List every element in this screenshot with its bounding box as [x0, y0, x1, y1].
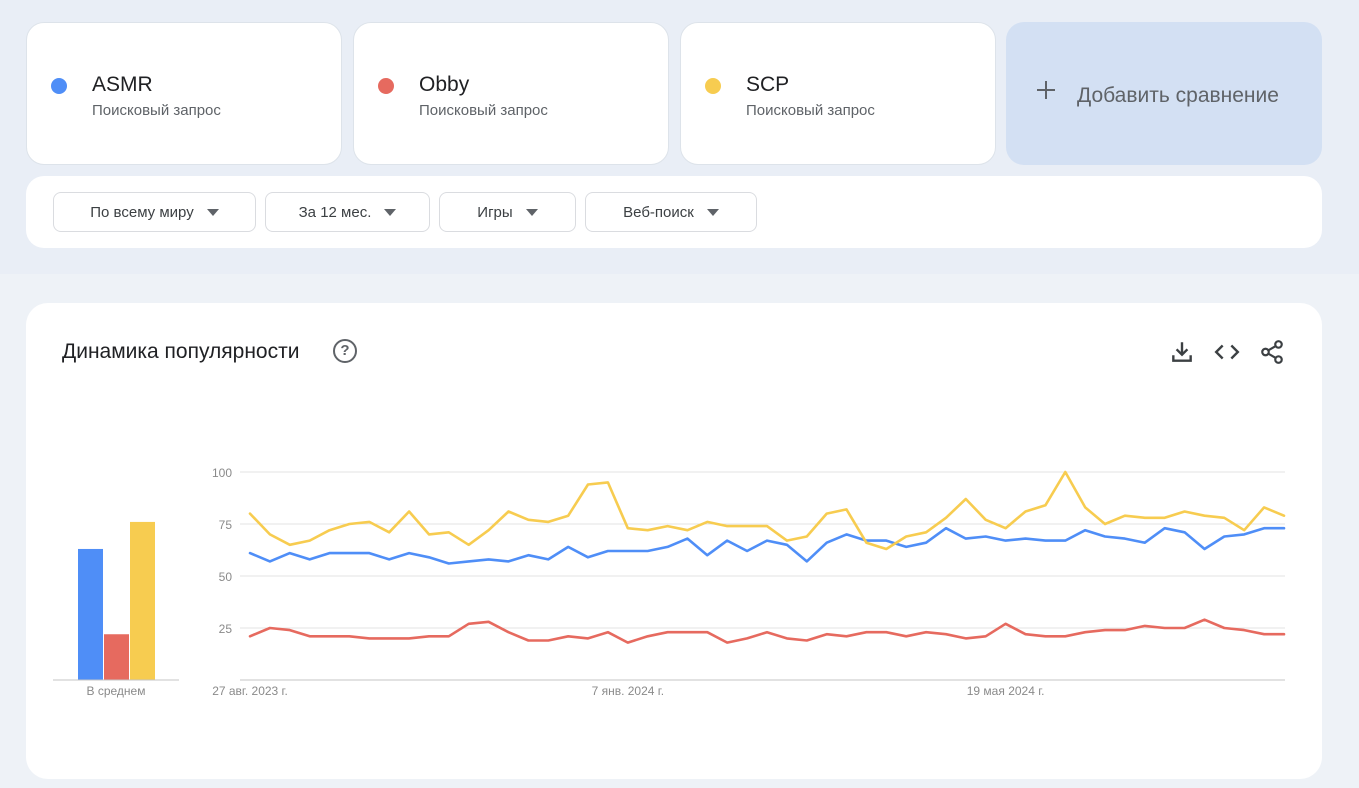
- series-line-asmr[interactable]: [248, 526, 1286, 565]
- y-tick-label: 100: [212, 466, 232, 480]
- x-tick-label: 27 авг. 2023 г.: [212, 684, 288, 698]
- average-bar-obby[interactable]: [104, 634, 129, 680]
- series-line-scp[interactable]: [248, 470, 1286, 551]
- download-icon[interactable]: [1169, 339, 1195, 365]
- filter-search-type-dropdown[interactable]: Веб-поиск: [585, 192, 757, 232]
- embed-code-icon[interactable]: [1214, 339, 1240, 365]
- share-icon[interactable]: [1259, 339, 1285, 365]
- average-label: В среднем: [87, 684, 146, 698]
- filter-label: Веб-поиск: [623, 203, 694, 221]
- filter-region-dropdown[interactable]: По всему миру: [53, 192, 256, 232]
- average-bar-asmr[interactable]: [78, 548, 103, 680]
- filter-category-dropdown[interactable]: Игры: [439, 192, 576, 232]
- caret-down-icon: [706, 208, 719, 216]
- add-comparison-label: Добавить сравнение: [1077, 84, 1279, 107]
- average-bar-scp[interactable]: [130, 521, 155, 680]
- term-name: ASMR: [92, 73, 153, 96]
- filter-label: За 12 мес.: [298, 203, 372, 221]
- caret-down-icon: [525, 208, 538, 216]
- term-type: Поисковый запрос: [419, 102, 548, 119]
- gridlines: 25 50 75 100: [212, 466, 1285, 681]
- filter-period-dropdown[interactable]: За 12 мес.: [265, 192, 430, 232]
- filter-bar: По всему миру За 12 мес. Игры Веб-поиск: [26, 176, 1322, 248]
- plus-icon: [1036, 80, 1056, 100]
- term-type: Поисковый запрос: [92, 102, 221, 119]
- caret-down-icon: [384, 208, 397, 216]
- help-circle-icon[interactable]: ?: [333, 339, 357, 363]
- x-axis-labels: 27 авг. 2023 г. 7 янв. 2024 г. 19 мая 2024…: [212, 684, 1044, 698]
- term-type: Поисковый запрос: [746, 102, 875, 119]
- average-bars: В среднем: [53, 521, 179, 698]
- chart-title: Динамика популярности: [62, 340, 300, 363]
- term-color-dot: [705, 78, 721, 94]
- caret-down-icon: [206, 208, 219, 216]
- add-comparison-button[interactable]: Добавить сравнение: [1006, 22, 1322, 165]
- term-card-scp[interactable]: SCP Поисковый запрос: [680, 22, 996, 165]
- filter-label: Игры: [477, 203, 513, 221]
- series-line-obby[interactable]: [248, 618, 1286, 644]
- term-card-obby[interactable]: Obby Поисковый запрос: [353, 22, 669, 165]
- x-tick-label: 7 янв. 2024 г.: [592, 684, 664, 698]
- term-name: SCP: [746, 73, 790, 96]
- term-color-dot: [51, 78, 67, 94]
- term-card-asmr[interactable]: ASMR Поисковый запрос: [26, 22, 342, 165]
- term-name: Obby: [419, 73, 470, 96]
- term-color-dot: [378, 78, 394, 94]
- series-lines: [248, 470, 1286, 644]
- chart-canvas: В среднем 25 50 75 100 27 авг. 2023 г. 7 янв…: [53, 466, 1286, 698]
- y-tick-label: 50: [219, 570, 233, 584]
- interest-over-time-card: Динамика популярности ? В среднем 25 50 75…: [26, 303, 1322, 779]
- y-tick-label: 25: [219, 622, 233, 636]
- x-tick-label: 19 мая 2024 г.: [967, 684, 1045, 698]
- y-tick-label: 75: [219, 518, 233, 532]
- filter-label: По всему миру: [90, 203, 194, 221]
